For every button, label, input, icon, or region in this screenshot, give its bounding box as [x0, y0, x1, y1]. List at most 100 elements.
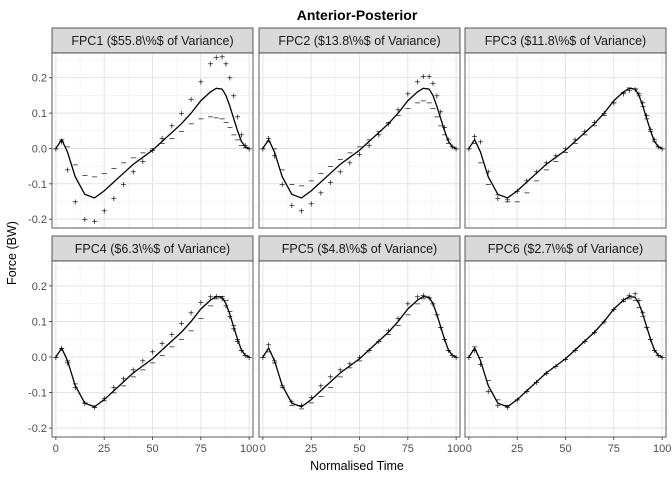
- plus-marker: +: [659, 353, 666, 362]
- minus-marker: −: [655, 351, 662, 360]
- plus-marker: +: [433, 91, 440, 100]
- minus-marker: −: [58, 136, 65, 145]
- y-tick-label: -0.1: [28, 179, 47, 191]
- minus-marker: −: [271, 144, 278, 153]
- facet-strip: [51, 27, 254, 54]
- minus-marker: −: [610, 98, 617, 107]
- facet-panel-1: FPC1 ($55.8\%$ of Variance)+++++ ++++++++…: [28, 27, 254, 229]
- minus-marker: −: [234, 335, 241, 344]
- plus-marker: +: [375, 337, 382, 346]
- plus-marker: +: [485, 387, 492, 396]
- plus-marker: +: [223, 60, 230, 69]
- facet-panel-5: FPC5 ($4.8\%$ of Variance)+++++ +++++++++…: [258, 235, 465, 455]
- plus-marker: +: [271, 152, 278, 161]
- minus-marker: −: [149, 144, 156, 153]
- minus-marker: −: [168, 342, 175, 351]
- plus-marker: +: [523, 176, 530, 185]
- minus-marker: −: [242, 351, 249, 360]
- minus-marker: −: [298, 405, 305, 414]
- plus-marker: +: [610, 305, 617, 314]
- plus-marker: +: [433, 310, 440, 319]
- x-tick-label: 75: [402, 443, 414, 455]
- minus-marker: −: [385, 118, 392, 127]
- plus-marker: +: [420, 72, 427, 81]
- plus-marker: +: [395, 106, 402, 115]
- plus-marker: +: [572, 136, 579, 145]
- mean-curve: [262, 295, 457, 408]
- plus-marker: +: [620, 295, 627, 304]
- y-tick-label: -0.2: [28, 214, 47, 226]
- minus-marker: −: [404, 104, 411, 113]
- plus-marker: +: [639, 98, 646, 107]
- minus-marker: −: [610, 305, 617, 314]
- plus-marker: +: [449, 143, 456, 152]
- facet-strip: [464, 235, 667, 262]
- minus-marker: −: [219, 114, 226, 123]
- plus-marker: +: [246, 144, 253, 153]
- minus-marker: −: [72, 160, 79, 169]
- plus-marker: +: [188, 95, 195, 104]
- minus-marker: −: [139, 365, 146, 374]
- y-tick-label: 0.2: [32, 73, 47, 85]
- minus-marker: −: [178, 335, 185, 344]
- minus-marker: −: [207, 113, 214, 122]
- plus-marker: +: [213, 53, 220, 62]
- facet-strip: [258, 235, 461, 262]
- minus-marker: −: [178, 127, 185, 136]
- panel-border: [51, 52, 254, 229]
- minus-marker: −: [647, 335, 654, 344]
- minus-marker: −: [223, 118, 230, 127]
- plus-marker: +: [533, 378, 540, 387]
- minus-marker: −: [265, 137, 272, 146]
- plus-marker: +: [504, 196, 511, 205]
- plus-marker: +: [366, 141, 373, 150]
- minus-marker: −: [636, 303, 643, 312]
- plus-marker: +: [110, 194, 117, 203]
- minus-marker: −: [120, 159, 127, 168]
- plus-marker: +: [207, 60, 214, 69]
- plus-marker: +: [552, 362, 559, 371]
- chart-title: Anterior-Posterior: [297, 7, 418, 23]
- minus-marker: −: [659, 144, 666, 153]
- plus-marker: +: [91, 217, 98, 226]
- minus-marker: −: [298, 182, 305, 191]
- plus-marker: +: [636, 296, 643, 305]
- facet-strip-label: FPC4 ($6.3\%$ of Variance): [75, 242, 230, 256]
- panel-border: [258, 52, 461, 229]
- minus-marker: −: [279, 166, 286, 175]
- plus-marker: +: [651, 346, 658, 355]
- plus-marker: +: [178, 319, 185, 328]
- plus-marker: +: [308, 199, 315, 208]
- facet-strip-label: FPC1 ($55.8\%$ of Variance): [71, 34, 233, 48]
- minus-marker: −: [265, 348, 272, 357]
- plus-marker: +: [495, 401, 502, 410]
- plus-marker: +: [647, 335, 654, 344]
- plus-marker: +: [453, 144, 460, 153]
- plus-marker: +: [298, 206, 305, 215]
- plus-marker: +: [639, 309, 646, 318]
- plus-marker: +: [655, 143, 662, 152]
- minus-marker: −: [632, 296, 639, 305]
- minus-marker: −: [139, 149, 146, 158]
- minus-marker: −: [223, 296, 230, 305]
- minus-marker: −: [591, 328, 598, 337]
- plus-marker: +: [230, 325, 237, 334]
- plus-marker: +: [366, 346, 373, 355]
- minus-marker: −: [101, 396, 108, 405]
- minus-marker: −: [430, 300, 437, 309]
- minus-marker: −: [620, 297, 627, 306]
- minus-marker: −: [414, 300, 421, 309]
- minus-marker: −: [420, 97, 427, 106]
- plus-marker: +: [495, 194, 502, 203]
- facet-strip-label: FPC3 ($11.8\%$ of Variance): [485, 34, 646, 48]
- minus-marker: −: [504, 197, 511, 206]
- plus-marker: +: [120, 180, 127, 189]
- minus-marker: −: [543, 166, 550, 175]
- minus-marker: −: [289, 401, 296, 410]
- plus-marker: +: [238, 130, 245, 139]
- minus-marker: −: [234, 136, 241, 145]
- plus-marker: +: [385, 120, 392, 129]
- plus-marker: +: [552, 152, 559, 161]
- minus-marker: −: [168, 134, 175, 143]
- minus-marker: −: [337, 155, 344, 164]
